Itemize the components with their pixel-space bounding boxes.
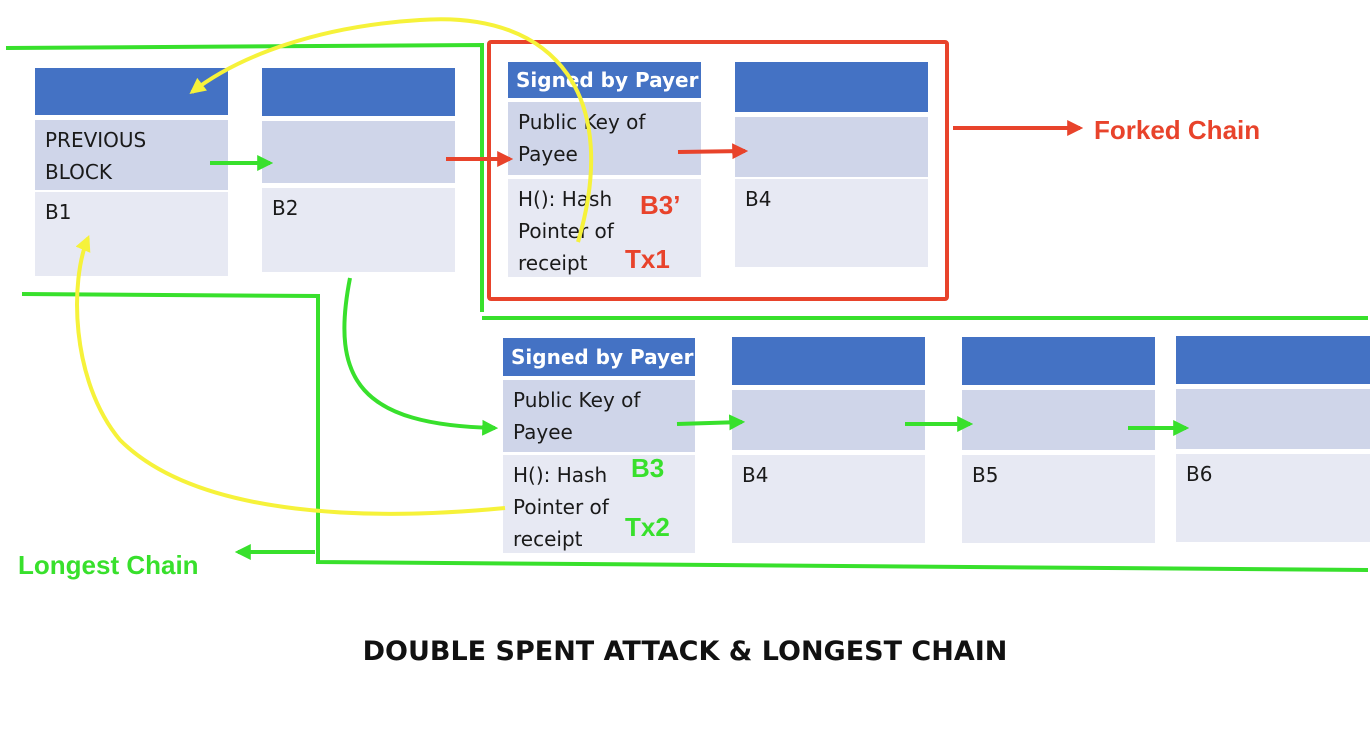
block-b3-mid-line1: Public Key of bbox=[513, 388, 641, 412]
arrow-b3prime-b4 bbox=[677, 143, 749, 160]
tx2-tag: Tx2 bbox=[625, 512, 670, 542]
block-b3-mid-line2: Payee bbox=[513, 420, 573, 444]
block-b4-forked: B4 bbox=[735, 62, 928, 267]
block-b2: B2 bbox=[262, 68, 455, 272]
block-b3-prime-bot-line1: H(): Hash bbox=[518, 187, 613, 211]
block-b1-label: B1 bbox=[45, 200, 72, 224]
arrow-b3-b4 bbox=[676, 414, 746, 431]
block-b1: PREVIOUS BLOCK B1 bbox=[35, 68, 228, 276]
block-b5-header bbox=[962, 337, 1155, 385]
block-b3-prime-bottom: H(): Hash Pointer of receipt bbox=[508, 179, 701, 277]
block-b3-prime-mid-line1: Public Key of bbox=[518, 110, 646, 134]
block-b3-prime-middle: Public Key of Payee bbox=[508, 102, 701, 175]
block-b2-header bbox=[262, 68, 455, 116]
longest-chain-label: Longest Chain bbox=[18, 550, 199, 580]
block-b4-header bbox=[732, 337, 925, 385]
block-b3-bot-line1: H(): Hash bbox=[513, 463, 608, 487]
block-b4-forked-bottom: B4 bbox=[735, 179, 928, 267]
block-b1-middle: PREVIOUS BLOCK bbox=[35, 120, 228, 190]
block-b3-prime-mid-line2: Payee bbox=[518, 142, 578, 166]
block-b3-header: Signed by Payer bbox=[503, 338, 695, 376]
block-b5-label: B5 bbox=[972, 463, 999, 487]
block-b3-prime-tag: B3’ bbox=[640, 190, 681, 220]
block-b4-forked-middle bbox=[735, 117, 928, 177]
block-b5-bottom: B5 bbox=[962, 455, 1155, 543]
red-arrows bbox=[446, 120, 1084, 167]
boundary-left bbox=[21, 292, 1369, 572]
block-b4-label: B4 bbox=[742, 463, 769, 487]
block-b3-prime-header: Signed by Payer bbox=[508, 62, 701, 98]
block-b3-middle: Public Key of Payee bbox=[503, 380, 695, 452]
block-b4-middle bbox=[732, 390, 925, 450]
block-b6-middle bbox=[1176, 389, 1370, 449]
block-b3-prime: Signed by Payer Public Key of Payee H():… bbox=[508, 62, 701, 277]
yellow-curves bbox=[75, 17, 594, 516]
block-b6-header bbox=[1176, 336, 1370, 384]
block-b3-bottom: H(): Hash Pointer of receipt bbox=[503, 455, 695, 553]
block-b2-middle bbox=[262, 121, 455, 183]
block-b4-forked-label: B4 bbox=[745, 187, 772, 211]
block-b3-bot-line2: Pointer of bbox=[513, 495, 609, 519]
block-b3-prime-bot-line2: Pointer of bbox=[518, 219, 614, 243]
block-b1-mid-line2: BLOCK bbox=[45, 160, 112, 184]
block-b5: B5 bbox=[962, 337, 1155, 543]
boundary-top bbox=[5, 42, 484, 312]
green-arrows bbox=[210, 155, 1190, 560]
block-b6: B6 bbox=[1176, 336, 1370, 542]
block-b4: B4 bbox=[732, 337, 925, 543]
block-b3-bot-line3: receipt bbox=[513, 527, 583, 551]
block-b4-forked-header bbox=[735, 62, 928, 112]
block-b3: Signed by Payer Public Key of Payee H():… bbox=[503, 338, 695, 553]
curve-tx2-to-b1 bbox=[75, 235, 506, 516]
diagram-title: DOUBLE SPENT ATTACK & LONGEST CHAIN bbox=[362, 636, 1008, 667]
block-b1-bottom: B1 bbox=[35, 192, 228, 276]
arrow-b2-b3 bbox=[342, 277, 499, 436]
tx1-tag: Tx1 bbox=[625, 244, 670, 274]
block-b4-bottom: B4 bbox=[732, 455, 925, 543]
forked-chain-box bbox=[487, 40, 949, 301]
block-b2-label: B2 bbox=[272, 196, 299, 220]
forked-chain-label: Forked Chain bbox=[1094, 115, 1261, 145]
curve-tx1-to-b1 bbox=[189, 17, 594, 243]
longest-chain-boundary bbox=[5, 42, 1369, 572]
block-b1-mid-line1: PREVIOUS bbox=[45, 128, 147, 152]
block-b5-middle bbox=[962, 390, 1155, 450]
block-b3-tag: B3 bbox=[631, 453, 665, 483]
block-b3-prime-bot-line3: receipt bbox=[518, 251, 588, 275]
block-b6-bottom: B6 bbox=[1176, 454, 1370, 542]
block-b2-bottom: B2 bbox=[262, 188, 455, 272]
block-b6-label: B6 bbox=[1186, 462, 1213, 486]
